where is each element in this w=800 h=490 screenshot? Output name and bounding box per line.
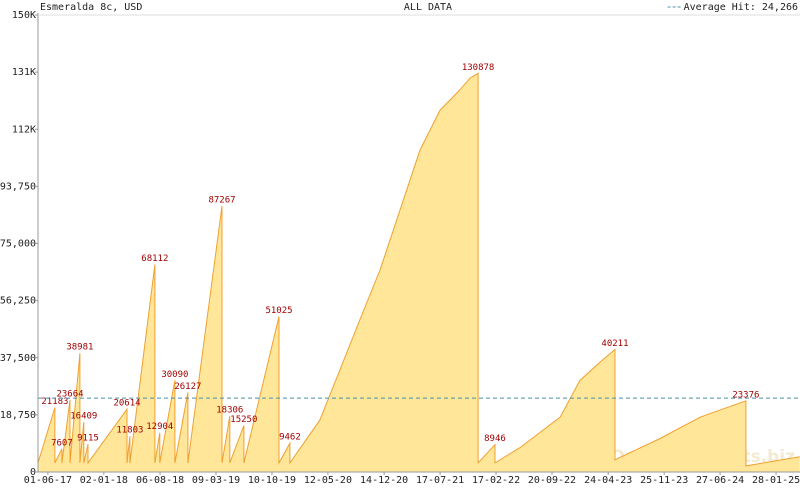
y-tick-label: 0 xyxy=(30,467,36,478)
x-tick-label: 17-07-21 xyxy=(416,475,464,486)
data-label: 38981 xyxy=(66,343,93,353)
area xyxy=(38,73,800,473)
x-tick-label: 24-04-23 xyxy=(584,475,632,486)
chart-subtitle: ALL DATA xyxy=(404,2,452,13)
y-tick-label: 75,000 xyxy=(0,239,36,250)
data-label: 26127 xyxy=(174,382,201,392)
x-tick-label: 17-02-22 xyxy=(472,475,520,486)
chart-title: Esmeralda 8c, USD xyxy=(40,2,142,13)
data-label: 11803 xyxy=(116,426,143,436)
x-tick-label: 28-01-25 xyxy=(752,475,800,486)
data-label: 40211 xyxy=(601,339,628,349)
data-label: 130878 xyxy=(462,63,495,73)
data-label: 15250 xyxy=(230,415,257,425)
x-tick-label: 02-01-18 xyxy=(80,475,128,486)
x-tick-label: 10-10-19 xyxy=(248,475,296,486)
data-label: 16409 xyxy=(70,412,97,422)
data-label: 30090 xyxy=(161,370,188,380)
data-label: 9115 xyxy=(77,434,99,444)
x-tick-label: 09-03-19 xyxy=(192,475,240,486)
data-label: 18306 xyxy=(216,406,243,416)
data-label: 68112 xyxy=(141,254,168,264)
y-tick-label: 93,750 xyxy=(0,181,36,192)
data-label: 8946 xyxy=(484,434,506,444)
data-label: 20614 xyxy=(113,399,140,409)
x-tick-label: 14-12-20 xyxy=(360,475,408,486)
x-tick-label: 01-06-17 xyxy=(24,475,72,486)
y-tick-label: 56,250 xyxy=(0,296,36,307)
data-label: 7607 xyxy=(51,438,73,448)
data-label: 21183 xyxy=(41,397,68,407)
x-tick-label: 20-09-22 xyxy=(528,475,576,486)
x-tick-label: 12-05-20 xyxy=(304,475,352,486)
y-tick-label: 150K xyxy=(12,10,36,21)
y-tick-label: 112K xyxy=(12,124,36,135)
data-label: 12904 xyxy=(146,422,173,432)
x-tick-label: 25-11-23 xyxy=(640,475,688,486)
average-label: Average Hit: 24,266 xyxy=(684,2,798,13)
x-tick-label: 06-08-18 xyxy=(136,475,184,486)
area-line xyxy=(37,72,800,467)
y-tick-label: 37,500 xyxy=(0,353,36,364)
data-label: 9462 xyxy=(279,433,301,443)
y-tick-label: 131K xyxy=(12,67,36,78)
x-tick-label: 27-06-24 xyxy=(696,475,744,486)
y-tick-label: 18,750 xyxy=(0,410,36,421)
data-label: 23376 xyxy=(732,390,759,400)
data-label: 87267 xyxy=(208,196,235,206)
data-label: 51025 xyxy=(265,306,292,316)
data-label: 23664 xyxy=(56,389,83,399)
